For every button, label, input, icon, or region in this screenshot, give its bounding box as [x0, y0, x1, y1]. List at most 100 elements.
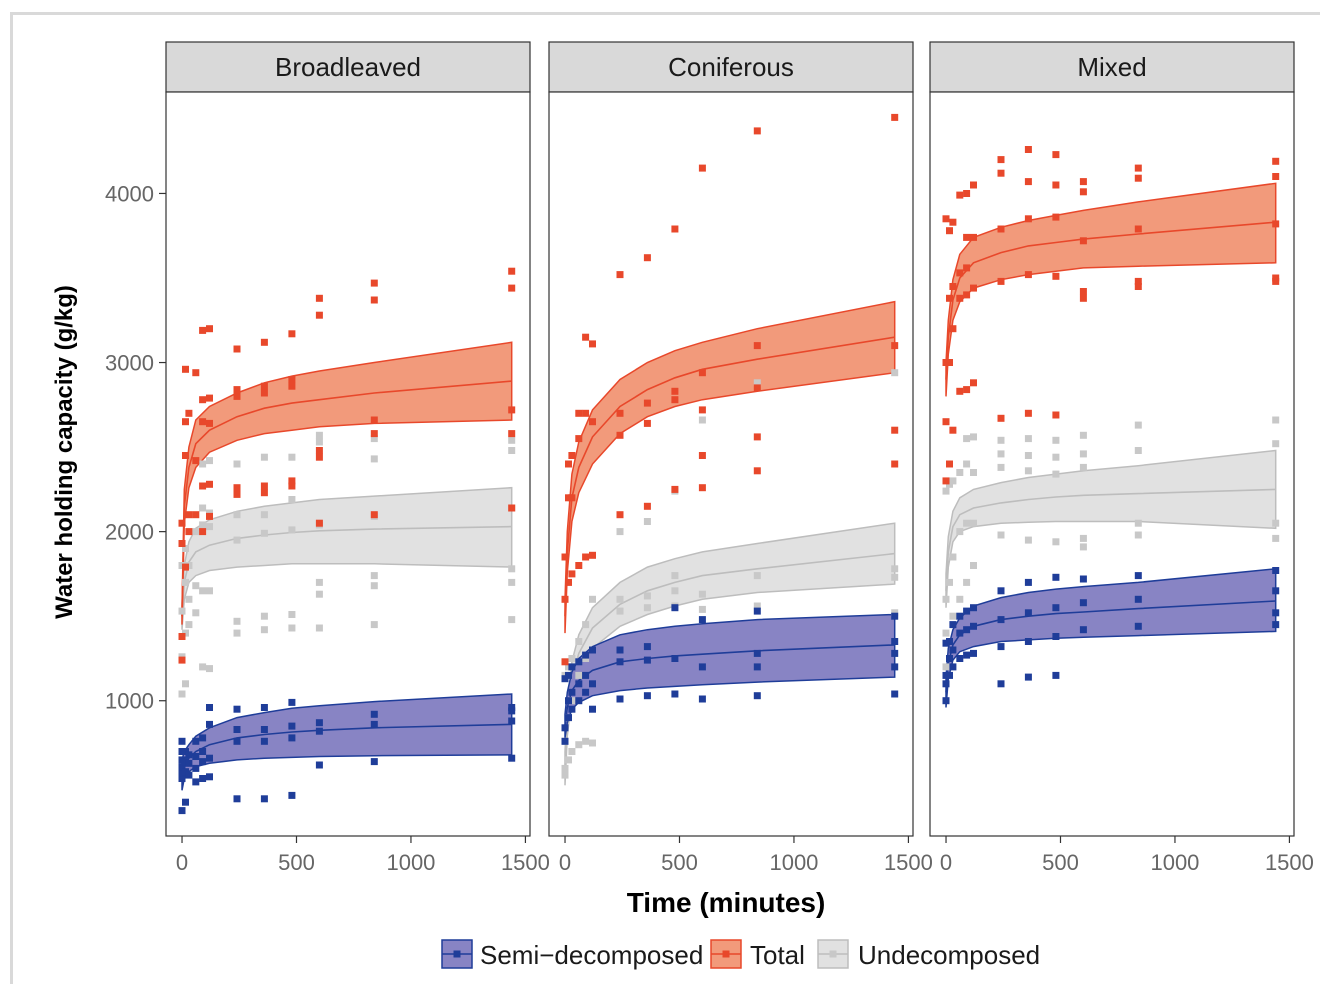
- point-semi-decomposed: [192, 753, 200, 760]
- point-total: [963, 264, 971, 272]
- point-total: [1134, 283, 1142, 290]
- point-total: [970, 233, 977, 241]
- point-undecomposed: [192, 609, 200, 617]
- point-total: [508, 267, 516, 275]
- point-semi-decomposed: [1024, 609, 1032, 617]
- point-undecomposed: [568, 748, 576, 755]
- point-semi-decomposed: [997, 616, 1005, 624]
- point-total: [589, 418, 596, 426]
- point-undecomposed: [1052, 436, 1060, 444]
- point-semi-decomposed: [963, 651, 971, 659]
- point-total: [643, 399, 651, 407]
- point-undecomposed: [233, 536, 241, 544]
- point-total: [1079, 237, 1087, 245]
- legend-label: Total: [750, 940, 805, 970]
- point-undecomposed: [949, 553, 957, 561]
- point-total: [643, 419, 651, 427]
- point-total: [182, 452, 189, 459]
- point-total: [949, 283, 957, 290]
- point-undecomposed: [956, 595, 964, 603]
- point-semi-decomposed: [970, 649, 977, 657]
- point-total: [643, 254, 651, 262]
- point-semi-decomposed: [671, 690, 679, 698]
- point-semi-decomposed: [891, 649, 899, 657]
- point-semi-decomposed: [370, 720, 378, 728]
- point-total: [178, 540, 186, 547]
- point-undecomposed: [178, 690, 186, 698]
- point-total: [508, 504, 516, 512]
- point-semi-decomposed: [233, 795, 241, 803]
- point-undecomposed: [370, 455, 378, 463]
- point-undecomposed: [260, 453, 268, 461]
- point-undecomposed: [616, 595, 624, 603]
- point-semi-decomposed: [1024, 638, 1032, 645]
- point-total: [315, 311, 323, 319]
- point-undecomposed: [997, 436, 1005, 444]
- point-total: [997, 277, 1005, 285]
- point-total: [288, 330, 296, 338]
- point-total: [1052, 181, 1060, 189]
- point-undecomposed: [1079, 450, 1087, 458]
- point-undecomposed: [1024, 435, 1032, 443]
- point-undecomposed: [643, 518, 651, 525]
- point-semi-decomposed: [192, 764, 200, 772]
- point-total: [1134, 174, 1142, 182]
- point-total: [206, 394, 213, 402]
- y-tick-label: 3000: [105, 351, 154, 376]
- point-semi-decomposed: [561, 737, 569, 745]
- point-total: [1079, 294, 1087, 302]
- point-total: [970, 181, 977, 189]
- point-undecomposed: [565, 756, 572, 764]
- point-undecomposed: [942, 663, 950, 671]
- point-semi-decomposed: [671, 655, 679, 662]
- point-undecomposed: [1052, 453, 1060, 461]
- point-total: [370, 416, 378, 424]
- point-undecomposed: [698, 590, 706, 598]
- point-undecomposed: [891, 369, 899, 377]
- point-semi-decomposed: [508, 717, 516, 725]
- point-total: [946, 460, 953, 468]
- point-semi-decomposed: [643, 656, 651, 664]
- point-undecomposed: [963, 578, 971, 586]
- point-semi-decomposed: [260, 737, 268, 745]
- point-semi-decomposed: [891, 638, 899, 645]
- panel-strip: [165, 41, 531, 93]
- point-total: [1052, 213, 1060, 221]
- point-undecomposed: [891, 573, 899, 581]
- point-semi-decomposed: [997, 587, 1005, 595]
- point-semi-decomposed: [891, 663, 899, 671]
- point-total: [568, 570, 576, 578]
- point-total: [185, 409, 193, 417]
- point-total: [182, 563, 189, 571]
- point-total: [753, 433, 761, 441]
- x-tick-label: 1500: [884, 850, 933, 875]
- point-semi-decomposed: [508, 754, 516, 762]
- point-semi-decomposed: [315, 719, 323, 727]
- point-total: [698, 164, 706, 172]
- point-undecomposed: [288, 453, 296, 461]
- point-semi-decomposed: [956, 629, 964, 637]
- point-undecomposed: [315, 578, 323, 586]
- point-total: [288, 482, 296, 490]
- point-undecomposed: [1272, 519, 1280, 527]
- point-total: [315, 453, 323, 461]
- point-semi-decomposed: [891, 612, 899, 620]
- point-undecomposed: [1052, 538, 1060, 546]
- x-tick-label: 1000: [386, 850, 435, 875]
- point-semi-decomposed: [199, 775, 207, 782]
- point-total: [963, 190, 971, 197]
- point-total: [1134, 164, 1142, 172]
- point-total: [185, 528, 193, 536]
- point-total: [565, 578, 572, 586]
- point-semi-decomposed: [753, 649, 761, 657]
- point-semi-decomposed: [288, 734, 296, 742]
- point-undecomposed: [643, 604, 651, 612]
- point-total: [199, 528, 207, 536]
- point-semi-decomposed: [1024, 673, 1032, 681]
- point-total: [1272, 157, 1280, 165]
- point-undecomposed: [206, 457, 213, 465]
- point-semi-decomposed: [1052, 633, 1060, 640]
- point-total: [199, 396, 207, 404]
- point-total: [963, 233, 971, 241]
- point-total: [206, 419, 213, 427]
